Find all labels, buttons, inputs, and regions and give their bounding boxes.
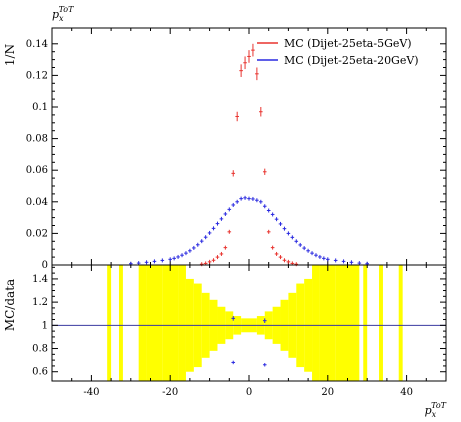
x-tick-label: -20: [162, 387, 178, 398]
ratio-band-bin: [178, 265, 186, 381]
main-y-tick-label: 0.02: [26, 228, 48, 239]
ratio-plot-frame: [51, 264, 447, 382]
ratio-y-axis-label: MC/data: [3, 279, 17, 331]
ratio-y-tick-label: 1.4: [32, 274, 48, 285]
x-tick-label: 20: [321, 387, 334, 398]
ratio-band-bin: [312, 265, 320, 381]
ratio-band-bin: [347, 265, 360, 381]
ratio-band-bin: [398, 265, 403, 381]
main-y-tick-label: 0.1: [32, 102, 48, 113]
ratio-panel: 0.6 0.8 1 1.2 1.4 -40 -20 0 20 40 MC/data pxToT: [3, 264, 447, 419]
ratio-y-tick-label: 1: [42, 320, 48, 331]
ratio-band-bin: [107, 265, 112, 381]
main-y-tick-label: 0: [42, 260, 48, 271]
x-tick-label: 0: [246, 387, 252, 398]
ratio-y-tick-label: 0.6: [32, 367, 48, 378]
main-y-tick-label: 0.14: [26, 39, 48, 50]
ratio-band-bin: [319, 265, 336, 381]
legend-label-dijet-5gev: MC (Dijet-25eta-5GeV): [284, 37, 412, 50]
ratio-band-bin: [118, 265, 123, 381]
main-y-axis-label: 1/N: [3, 44, 17, 66]
ratio-uncertainty-band: [107, 265, 403, 381]
ratio-band-bin: [146, 265, 151, 381]
main-y-tick-label: 0.12: [26, 70, 48, 81]
series-dijet-20gev-markers: [129, 195, 369, 266]
ratio-band-bin: [138, 265, 147, 381]
main-y-tick-label: 0.04: [26, 197, 48, 208]
x-axis-label: pxToT: [425, 401, 447, 419]
top-x-label: pxToT: [52, 5, 74, 23]
ratio-y-tick-label: 0.8: [32, 344, 48, 355]
ratio-y-axis-ticks: 0.6 0.8 1 1.2 1.4: [32, 266, 446, 378]
ratio-band-bin: [162, 265, 179, 381]
series-dijet-5gev-markers: [199, 43, 299, 267]
x-tick-label: -40: [83, 387, 99, 398]
ratio-band-bin: [335, 265, 348, 381]
ratio-band-bin: [379, 265, 383, 381]
ratio-points: [231, 316, 267, 367]
main-y-tick-label: 0.08: [26, 134, 48, 145]
legend-label-dijet-20gev: MC (Dijet-25eta-20GeV): [284, 54, 419, 67]
legend: MC (Dijet-25eta-5GeV) MC (Dijet-25eta-20…: [257, 37, 419, 67]
ratio-y-tick-label: 1.2: [32, 297, 48, 308]
main-y-tick-label: 0.06: [26, 165, 48, 176]
main-panel: 0 0.02 0.04 0.06 0.08 0.1 0.12 0.14 1/N pxToT M…: [3, 5, 447, 271]
ratio-band-bin: [150, 265, 163, 381]
ratio-band-bin: [363, 265, 368, 381]
x-tick-label: 40: [400, 387, 413, 398]
